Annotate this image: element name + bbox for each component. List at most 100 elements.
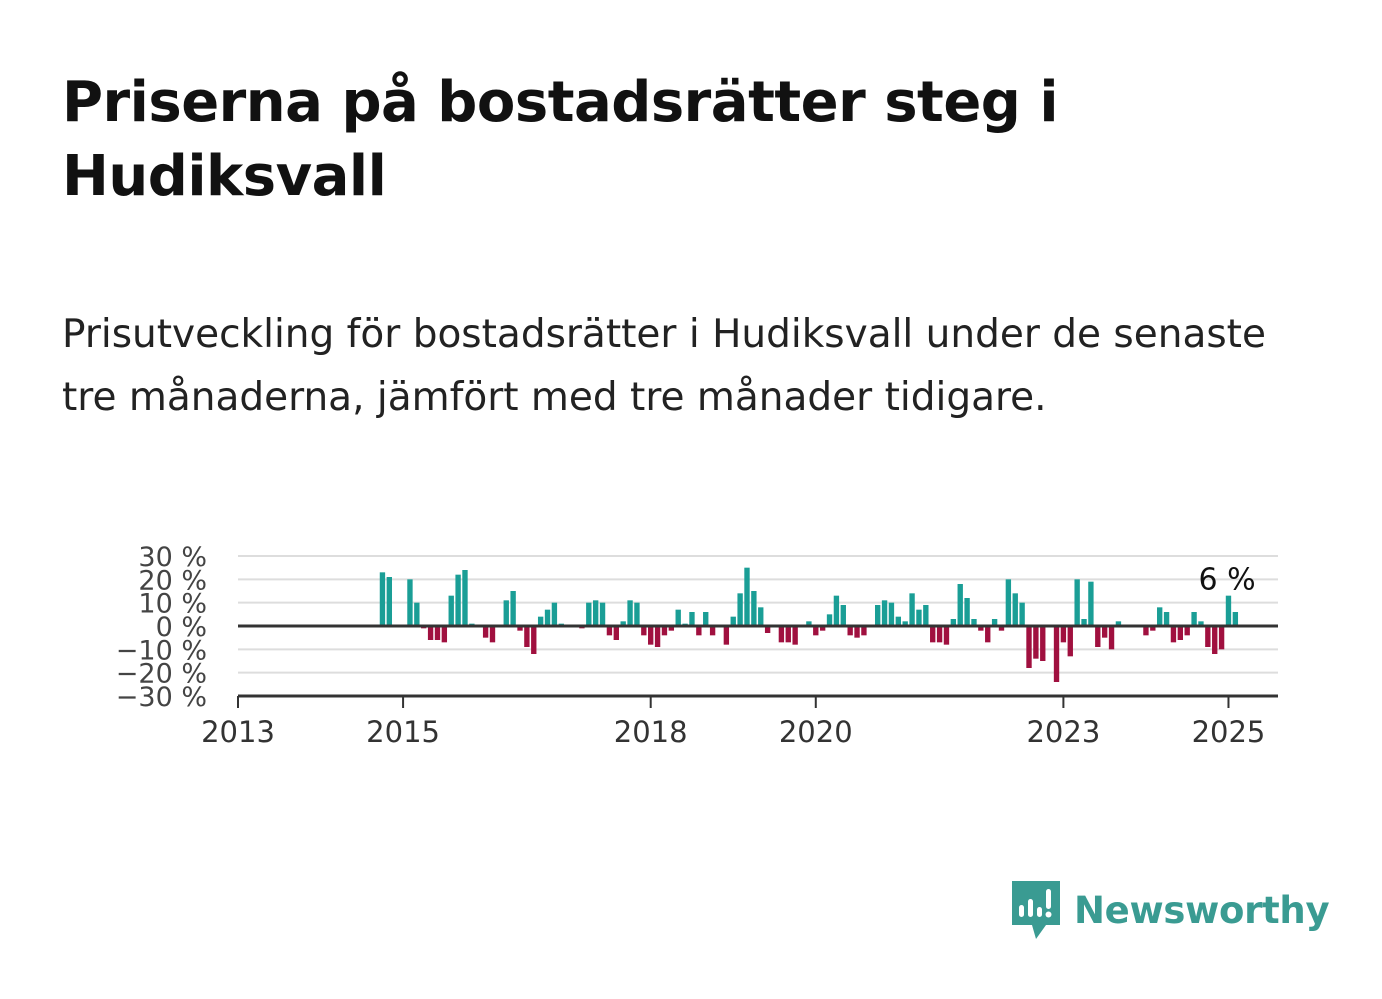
x-tick-label: 2013 xyxy=(201,715,275,749)
price-change-bar-chart: 30 %20 %10 %0 %−10 %−20 %−30 %2013 2015 20… xyxy=(116,542,1278,749)
bar-negative xyxy=(606,626,613,636)
bar-positive xyxy=(462,570,468,626)
bar-positive xyxy=(895,616,901,626)
bar-positive xyxy=(634,602,640,626)
bar-positive xyxy=(379,572,386,626)
bar-negative xyxy=(785,626,791,643)
bar-positive xyxy=(902,621,908,626)
bar-negative xyxy=(1170,626,1177,643)
bar-positive xyxy=(758,607,764,626)
bar-positive xyxy=(627,600,633,626)
bar-negative xyxy=(531,626,537,654)
bar-positive xyxy=(826,614,833,626)
bar-positive xyxy=(510,591,516,626)
y-tick-label: 10 % xyxy=(138,589,207,620)
bar-positive xyxy=(923,605,929,626)
bar-positive xyxy=(730,616,736,626)
bar-positive xyxy=(675,609,681,626)
bar-negative xyxy=(517,626,523,631)
bar-positive xyxy=(971,619,977,626)
bar-positive xyxy=(586,602,592,626)
bar-negative xyxy=(1101,626,1108,638)
bar-negative xyxy=(1205,626,1211,647)
bar-positive xyxy=(1012,593,1018,626)
bar-positive xyxy=(544,609,551,626)
bar-negative xyxy=(696,626,702,636)
bar-negative xyxy=(524,626,530,647)
bar-positive xyxy=(1088,581,1094,626)
bar-negative xyxy=(1060,626,1067,643)
y-tick-label: 30 % xyxy=(138,542,207,573)
bar-positive xyxy=(551,602,558,626)
bar-negative xyxy=(1040,626,1046,661)
bar-positive xyxy=(1074,579,1080,626)
bar-negative xyxy=(792,626,798,645)
bar-positive xyxy=(592,600,599,626)
bar-negative xyxy=(813,626,819,636)
brand-name: Newsworthy xyxy=(1074,888,1330,932)
bar-negative xyxy=(936,626,943,643)
bar-negative xyxy=(778,626,785,643)
bar-positive xyxy=(1157,607,1163,626)
bar-negative xyxy=(998,626,1005,631)
tick-labels: 30 %20 %10 %0 %−10 %−20 %−30 %2013 2015 20… xyxy=(116,542,1266,749)
y-tick-label: 20 % xyxy=(138,565,207,596)
bar-negative xyxy=(641,626,647,636)
bar-positive xyxy=(620,621,626,626)
bar-negative xyxy=(489,626,496,643)
bar-negative xyxy=(819,626,826,631)
last-value-annotation: 6 % xyxy=(1198,562,1255,597)
bar-positive xyxy=(1081,619,1087,626)
bar-negative xyxy=(648,626,654,645)
bar-positive xyxy=(537,616,544,626)
bar-positive xyxy=(455,574,461,626)
bar-positive xyxy=(875,605,881,626)
bar-positive xyxy=(448,595,454,626)
bar-negative xyxy=(861,626,867,636)
bar-positive xyxy=(957,584,963,626)
bar-positive xyxy=(1115,621,1122,626)
bar-positive xyxy=(1198,621,1204,626)
bar-negative xyxy=(1143,626,1149,636)
bar-negative xyxy=(434,626,441,640)
bar-negative xyxy=(723,626,730,645)
bar-positive xyxy=(503,600,509,626)
bar-positive xyxy=(1005,579,1012,626)
bar-negative xyxy=(1033,626,1039,659)
y-tick-label: −30 % xyxy=(116,682,207,713)
bar-positive xyxy=(689,612,695,626)
bar-negative xyxy=(482,626,489,638)
bar-negative xyxy=(613,626,619,640)
bar-negative xyxy=(661,626,668,636)
x-tick-label: 2015 xyxy=(366,715,440,749)
bar-positive xyxy=(1019,602,1025,626)
bar-negative xyxy=(1218,626,1225,650)
newsworthy-logo-icon xyxy=(1012,881,1060,939)
bar-positive xyxy=(1232,612,1239,626)
bar-negative xyxy=(1053,626,1060,682)
bar-positive xyxy=(1191,612,1197,626)
bar-negative xyxy=(1108,626,1115,650)
bar-positive xyxy=(1163,612,1170,626)
bar-positive xyxy=(833,595,840,626)
bar-negative xyxy=(1026,626,1032,668)
x-tick-label: 2023 xyxy=(1026,715,1100,749)
bar-positive xyxy=(744,567,750,626)
bar-negative xyxy=(930,626,936,643)
x-tick-label: 2020 xyxy=(779,715,853,749)
bar-positive xyxy=(414,602,420,626)
bar-negative xyxy=(943,626,950,645)
x-tick-label: 2018 xyxy=(614,715,688,749)
bar-negative xyxy=(1212,626,1218,654)
bar-negative xyxy=(847,626,853,636)
bar-negative xyxy=(654,626,661,647)
bar-negative xyxy=(441,626,448,643)
bar-positive xyxy=(737,593,743,626)
bar-negative xyxy=(1184,626,1190,636)
brand-logo: Newsworthy xyxy=(1010,878,1330,942)
bar-positive xyxy=(599,602,606,626)
bar-negative xyxy=(764,626,771,633)
bar-positive xyxy=(751,591,757,626)
bar-positive xyxy=(888,602,895,626)
bar-negative xyxy=(1095,626,1101,647)
